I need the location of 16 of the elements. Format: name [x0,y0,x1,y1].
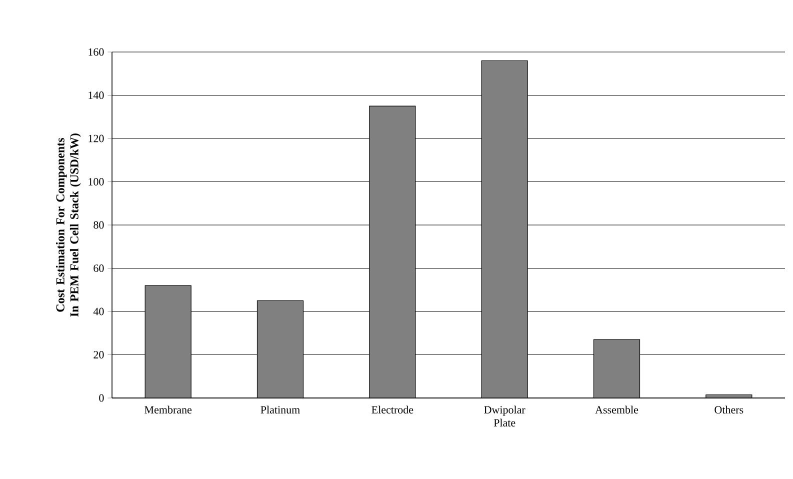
y-tick-label: 40 [93,308,104,316]
y-tick-label: 80 [94,221,104,229]
y-tick-label: 60 [94,264,104,272]
x-tick-label: Assemble [595,406,638,414]
y-tick-label: 0 [99,394,104,402]
x-tick-label: Dwipolar Plate [484,406,526,427]
x-tick-label: Platinum [260,406,300,414]
y-axis-title: Cost Estimation For Components In PEM Fuel Cell Stack (USD/kW) [56,134,81,317]
y-tick-label: 140 [88,92,104,99]
x-tick-label: Others [714,406,744,414]
x-tick-label: Membrane [144,406,192,414]
y-tick-label: 20 [94,351,104,358]
y-tick-label: 100 [88,178,104,186]
y-tick-label: 120 [88,134,104,142]
y-tick-label: 160 [88,48,104,56]
x-tick-label: Electrode [372,406,414,414]
